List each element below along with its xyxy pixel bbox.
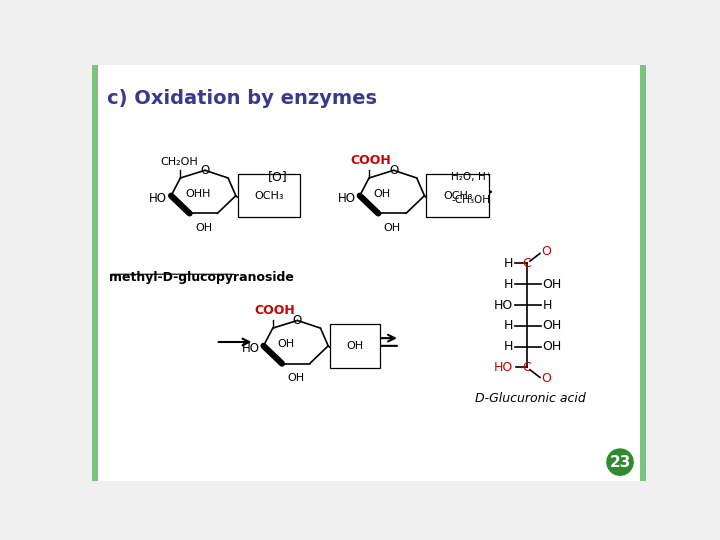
Text: OH: OH (542, 319, 562, 332)
Text: OH: OH (287, 373, 305, 383)
Text: OH: OH (277, 339, 294, 349)
Text: C: C (523, 361, 531, 374)
Text: HO: HO (149, 192, 167, 205)
Text: OH: OH (374, 189, 391, 199)
Text: HO: HO (494, 299, 513, 312)
Text: OH: OH (195, 222, 212, 233)
FancyBboxPatch shape (98, 65, 640, 481)
Text: OH: OH (542, 340, 562, 353)
Text: O: O (541, 373, 552, 386)
Text: H: H (202, 189, 210, 199)
Text: CH₂OH: CH₂OH (161, 157, 199, 167)
Text: [O]: [O] (268, 170, 287, 183)
Text: OCH₃: OCH₃ (443, 191, 472, 201)
Text: HO: HO (242, 342, 260, 355)
Text: HO: HO (494, 361, 513, 374)
Text: O: O (541, 245, 552, 259)
Text: -CH₃OH: -CH₃OH (451, 195, 490, 205)
Text: 23: 23 (609, 455, 631, 470)
FancyBboxPatch shape (92, 65, 98, 481)
Text: OH: OH (542, 278, 562, 291)
Circle shape (607, 449, 633, 475)
Text: OH: OH (346, 341, 364, 351)
Text: O: O (293, 314, 302, 327)
Text: OH: OH (185, 189, 202, 199)
Text: OCH₃: OCH₃ (254, 191, 284, 201)
Text: C: C (523, 257, 531, 270)
Text: H: H (503, 257, 513, 270)
Text: H: H (542, 299, 552, 312)
Text: H: H (503, 340, 513, 353)
Text: OH: OH (384, 222, 400, 233)
Text: H: H (503, 278, 513, 291)
FancyBboxPatch shape (640, 65, 647, 481)
Text: D-Glucuronic acid: D-Glucuronic acid (475, 392, 586, 405)
Text: COOH: COOH (254, 305, 294, 318)
Text: O: O (389, 164, 398, 177)
Text: H₂O; H⁺: H₂O; H⁺ (451, 172, 491, 182)
Text: c) Oxidation by enzymes: c) Oxidation by enzymes (107, 90, 377, 109)
Text: H: H (503, 319, 513, 332)
Text: COOH: COOH (350, 154, 391, 167)
Text: HO: HO (338, 192, 356, 205)
Text: methyl-D-glucopyranoside: methyl-D-glucopyranoside (109, 271, 294, 284)
Text: O: O (200, 164, 210, 177)
